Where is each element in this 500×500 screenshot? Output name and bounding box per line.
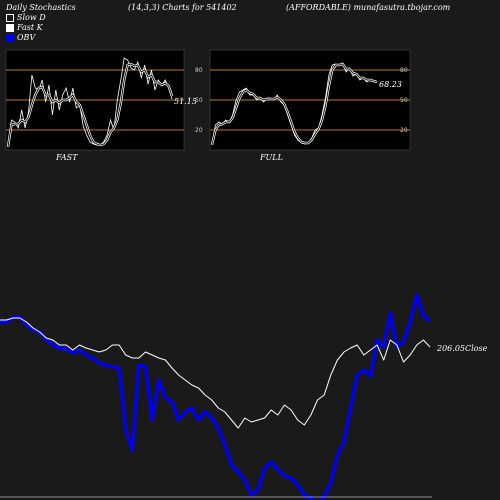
fast-tick-50: 50 xyxy=(195,97,203,104)
full-tick-80: 80 xyxy=(400,67,408,74)
fast-last-value: 51.15 xyxy=(174,97,197,106)
full-stochastic-plot: 20 50 80 68.23 xyxy=(210,62,410,146)
fast-series-fast-k xyxy=(7,57,173,148)
obv-price-plot: 206.05Close xyxy=(0,293,488,500)
fast-panel-label: FAST xyxy=(56,153,78,162)
fast-tick-80: 80 xyxy=(195,67,203,74)
legend-label-fast-k: Fast K xyxy=(17,23,43,32)
fast-series-slow-d xyxy=(7,63,173,148)
full-series-slow-d xyxy=(211,63,378,146)
series-obv xyxy=(0,293,432,500)
chart-title: (14,3,3) Charts for 541402 xyxy=(128,3,237,12)
full-tick-20: 20 xyxy=(400,127,408,134)
legend-item-slow-d: Slow D xyxy=(6,13,46,22)
legend-label-obv: OBV xyxy=(17,33,36,42)
legend-label-slow-d: Slow D xyxy=(17,13,46,22)
legend-swatch-fast-k xyxy=(6,24,14,32)
fast-tick-20: 20 xyxy=(195,127,203,134)
legend-swatch-slow-d xyxy=(6,14,14,22)
full-panel-label: FULL xyxy=(260,153,283,162)
fast-stochastic-plot: 20 50 80 51.15 xyxy=(6,57,203,148)
close-last-value: 206.05Close xyxy=(436,344,488,353)
series-close xyxy=(0,317,431,429)
legend-swatch-obv xyxy=(6,34,14,42)
legend-item-obv: OBV xyxy=(6,33,35,42)
chart-source: (AFFORDABLE) munafasutra.tbojar.com xyxy=(286,3,451,12)
full-last-value: 68.23 xyxy=(379,80,402,89)
legend-item-fast-k: Fast K xyxy=(6,23,43,32)
chart-subtitle: Daily Stochastics xyxy=(6,3,76,12)
full-tick-50: 50 xyxy=(400,97,408,104)
